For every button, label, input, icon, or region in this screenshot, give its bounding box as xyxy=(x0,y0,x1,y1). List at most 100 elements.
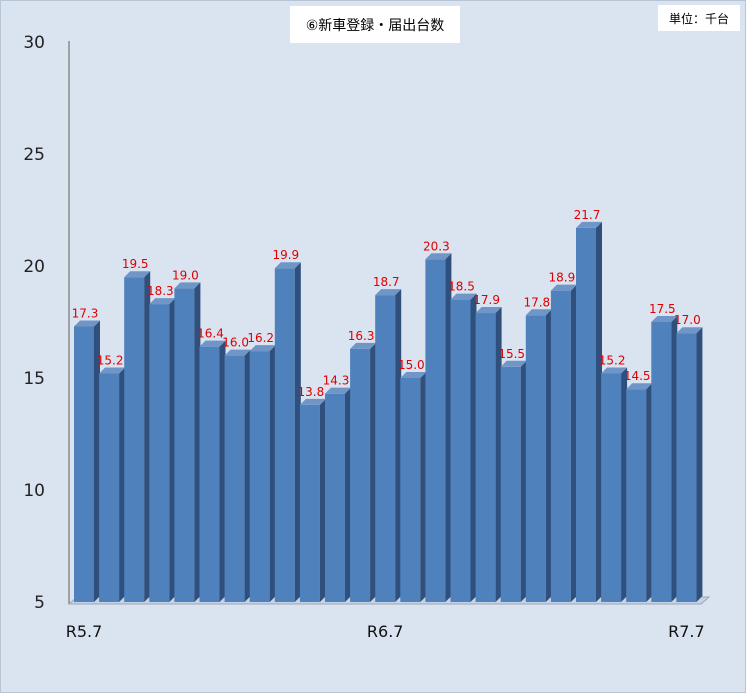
bar-top xyxy=(299,398,326,405)
data-label: 16.4 xyxy=(197,327,224,341)
bar-front xyxy=(224,355,245,602)
bar xyxy=(500,360,527,602)
bar xyxy=(576,221,602,603)
bar xyxy=(651,316,678,602)
bar xyxy=(375,289,402,602)
bar-side xyxy=(294,262,301,602)
y-tick-label: 20 xyxy=(23,257,45,277)
bar-top xyxy=(174,282,201,289)
bar-front xyxy=(475,313,496,602)
bar xyxy=(626,383,653,602)
x-tick-label: R6.7 xyxy=(367,622,404,641)
data-label: 21.7 xyxy=(574,208,601,222)
bar-side xyxy=(244,349,251,602)
bar-top xyxy=(149,298,176,305)
data-label: 18.9 xyxy=(549,271,576,285)
bar-top xyxy=(576,221,602,228)
data-label: 20.3 xyxy=(423,239,450,253)
data-label: 13.8 xyxy=(298,385,325,399)
bar xyxy=(400,372,427,602)
x-tick-label: R5.7 xyxy=(66,622,103,641)
bar-side xyxy=(671,316,678,602)
bar xyxy=(601,367,628,602)
data-label: 15.2 xyxy=(97,354,124,368)
bar-front xyxy=(74,326,94,602)
data-label: 15.5 xyxy=(498,347,525,361)
x-ticks-layer: R5.7 R6.7 R7.7 xyxy=(66,622,705,641)
bar-side xyxy=(570,284,577,602)
bar-top xyxy=(626,383,653,390)
bar-front xyxy=(400,378,421,602)
bar-top xyxy=(325,387,351,394)
bar-top xyxy=(676,327,703,334)
bar-side xyxy=(445,253,452,602)
y-tick-label: 10 xyxy=(23,481,45,501)
bars-layer xyxy=(74,221,703,603)
bar xyxy=(249,345,276,602)
bar-side xyxy=(470,293,477,602)
bar-side xyxy=(345,387,351,602)
bar-top xyxy=(74,320,100,327)
data-label: 15.0 xyxy=(398,358,425,372)
bar-front xyxy=(325,393,345,602)
x-tick-label: R7.7 xyxy=(668,622,705,641)
bar-top xyxy=(199,340,226,347)
bar-side xyxy=(219,340,226,602)
bar-top xyxy=(450,293,477,300)
bar xyxy=(274,262,301,602)
y-tick-label: 25 xyxy=(23,145,45,165)
bar-front xyxy=(601,373,622,602)
bar-front xyxy=(500,366,521,602)
bar-top xyxy=(99,367,126,374)
data-labels-layer: 17.3 15.2 19.5 18.3 19.0 16.416.016.2 19.9 13.8… xyxy=(72,208,701,399)
bar xyxy=(199,340,226,602)
bar-top xyxy=(425,253,452,260)
bar-top xyxy=(601,367,628,374)
data-label: 19.0 xyxy=(172,268,199,282)
bar-front xyxy=(174,288,195,602)
data-label: 18.5 xyxy=(448,280,475,294)
y-tick-label: 5 xyxy=(34,593,45,613)
bar-side xyxy=(621,367,628,602)
bar-top xyxy=(475,307,502,314)
bar-side xyxy=(94,320,100,602)
bar-side xyxy=(395,289,402,602)
bar-front xyxy=(651,322,672,602)
bar-front xyxy=(425,259,446,602)
bar-front xyxy=(525,315,546,602)
bar xyxy=(149,298,176,602)
bar-side xyxy=(119,367,126,602)
bar xyxy=(74,320,100,602)
unit-label: 単位：千台 xyxy=(658,5,740,31)
data-label: 17.3 xyxy=(72,306,99,320)
bar-side xyxy=(696,327,703,602)
data-label: 18.7 xyxy=(373,275,400,289)
data-label: 19.5 xyxy=(122,257,149,271)
bar-front xyxy=(99,373,120,602)
bar-front xyxy=(375,295,396,602)
bar-side xyxy=(144,271,151,602)
bar xyxy=(676,327,703,602)
bar xyxy=(299,398,326,602)
data-label: 16.0 xyxy=(222,336,249,350)
bar-side xyxy=(194,282,201,602)
bar-top xyxy=(124,271,151,278)
bar xyxy=(99,367,126,602)
chart-title: ⑥新車登録・届出台数 xyxy=(290,6,460,43)
bar xyxy=(350,342,377,602)
bar-top xyxy=(550,284,577,291)
bar-top xyxy=(249,345,276,352)
bar-top xyxy=(525,309,552,316)
bar-front xyxy=(550,290,571,602)
bar xyxy=(425,253,452,602)
bar-front xyxy=(299,404,320,602)
bar xyxy=(124,271,151,602)
bar xyxy=(450,293,477,602)
bar xyxy=(224,349,251,602)
data-label: 14.5 xyxy=(624,369,651,383)
bar-top xyxy=(274,262,301,269)
data-label: 16.2 xyxy=(247,331,274,345)
bar-top xyxy=(400,372,427,378)
